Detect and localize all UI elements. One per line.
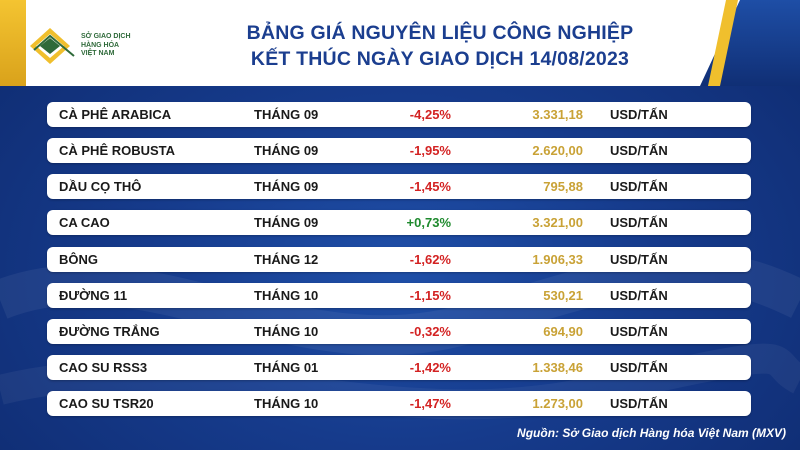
table-row: CAO SU TSR20 THÁNG 10 -1,47% 1.273,00 US… bbox=[47, 391, 751, 416]
price-change: -1,95% bbox=[409, 143, 451, 158]
contract-month: THÁNG 12 bbox=[254, 252, 319, 267]
price-value: 1.906,33 bbox=[532, 252, 583, 267]
table-row: CA CAO THÁNG 09 +0,73% 3.321,00 USD/TẤN bbox=[47, 210, 751, 235]
price-value: 1.338,46 bbox=[532, 360, 583, 375]
price-change: +0,73% bbox=[406, 215, 451, 230]
price-unit: USD/TẤN bbox=[610, 179, 668, 194]
price-unit: USD/TẤN bbox=[610, 288, 668, 303]
commodity-name: CÀ PHÊ ARABICA bbox=[59, 107, 172, 122]
price-unit: USD/TẤN bbox=[610, 396, 668, 411]
logo-line-3: VIỆT NAM bbox=[81, 50, 115, 58]
table-row: ĐƯỜNG TRẮNG THÁNG 10 -0,32% 694,90 USD/T… bbox=[47, 319, 751, 344]
source-note: Nguồn: Sở Giao dịch Hàng hóa Việt Nam (M… bbox=[517, 426, 786, 440]
price-value: 694,90 bbox=[543, 324, 583, 339]
price-value: 3.321,00 bbox=[532, 215, 583, 230]
price-change: -1,62% bbox=[409, 252, 451, 267]
header-banner: SỞ GIAO DỊCH HÀNG HÓA VIỆT NAM BẢNG GIÁ … bbox=[0, 0, 800, 86]
table-row: ĐƯỜNG 11 THÁNG 10 -1,15% 530,21 USD/TẤN bbox=[47, 283, 751, 308]
contract-month: THÁNG 10 bbox=[254, 324, 319, 339]
price-change: -1,45% bbox=[409, 179, 451, 194]
commodity-name: CAO SU TSR20 bbox=[59, 396, 154, 411]
logo-text: SỞ GIAO DỊCH HÀNG HÓA VIỆT NAM bbox=[81, 33, 131, 59]
price-value: 795,88 bbox=[543, 179, 583, 194]
logo-line-1: SỞ GIAO DỊCH bbox=[81, 33, 131, 41]
contract-month: THÁNG 09 bbox=[254, 215, 319, 230]
page-title: BẢNG GIÁ NGUYÊN LIỆU CÔNG NGHIỆP bbox=[246, 22, 634, 44]
price-unit: USD/TẤN bbox=[610, 107, 668, 122]
contract-month: THÁNG 10 bbox=[254, 288, 319, 303]
table-row: CÀ PHÊ ROBUSTA THÁNG 09 -1,95% 2.620,00 … bbox=[47, 138, 751, 163]
table-row: BÔNG THÁNG 12 -1,62% 1.906,33 USD/TẤN bbox=[47, 247, 751, 272]
page-subtitle: KẾT THÚC NGÀY GIAO DỊCH 14/08/2023 bbox=[250, 48, 630, 70]
price-value: 530,21 bbox=[543, 288, 583, 303]
header-gold-stripe bbox=[0, 0, 26, 86]
mxv-logo-icon bbox=[30, 28, 75, 64]
contract-month: THÁNG 01 bbox=[254, 360, 319, 375]
commodity-name: BÔNG bbox=[59, 252, 98, 267]
price-unit: USD/TẤN bbox=[610, 143, 668, 158]
contract-month: THÁNG 09 bbox=[254, 143, 319, 158]
price-unit: USD/TẤN bbox=[610, 324, 668, 339]
commodity-name: DẦU CỌ THÔ bbox=[59, 179, 142, 194]
table-row: CAO SU RSS3 THÁNG 01 -1,42% 1.338,46 USD… bbox=[47, 355, 751, 380]
table-row: CÀ PHÊ ARABICA THÁNG 09 -4,25% 3.331,18 … bbox=[47, 102, 751, 127]
table-row: DẦU CỌ THÔ THÁNG 09 -1,45% 795,88 USD/TẤ… bbox=[47, 174, 751, 199]
commodity-name: CA CAO bbox=[59, 215, 110, 230]
price-change: -1,47% bbox=[409, 396, 451, 411]
price-change: -1,15% bbox=[409, 288, 451, 303]
price-value: 2.620,00 bbox=[532, 143, 583, 158]
commodity-name: CAO SU RSS3 bbox=[59, 360, 148, 375]
commodity-name: ĐƯỜNG TRẮNG bbox=[59, 324, 160, 339]
price-value: 1.273,00 bbox=[532, 396, 583, 411]
price-change: -4,25% bbox=[409, 107, 451, 122]
price-value: 3.331,18 bbox=[532, 107, 583, 122]
commodity-name: ĐƯỜNG 11 bbox=[59, 288, 128, 303]
price-unit: USD/TẤN bbox=[610, 215, 668, 230]
logo-line-2: HÀNG HÓA bbox=[81, 41, 120, 49]
contract-month: THÁNG 09 bbox=[254, 179, 319, 194]
contract-month: THÁNG 10 bbox=[254, 396, 319, 411]
mxv-logo: SỞ GIAO DỊCH HÀNG HÓA VIỆT NAM bbox=[30, 26, 131, 66]
price-unit: USD/TẤN bbox=[610, 360, 668, 375]
commodity-name: CÀ PHÊ ROBUSTA bbox=[59, 143, 176, 158]
price-change: -1,42% bbox=[409, 360, 451, 375]
price-unit: USD/TẤN bbox=[610, 252, 668, 267]
price-change: -0,32% bbox=[409, 324, 451, 339]
contract-month: THÁNG 09 bbox=[254, 107, 319, 122]
